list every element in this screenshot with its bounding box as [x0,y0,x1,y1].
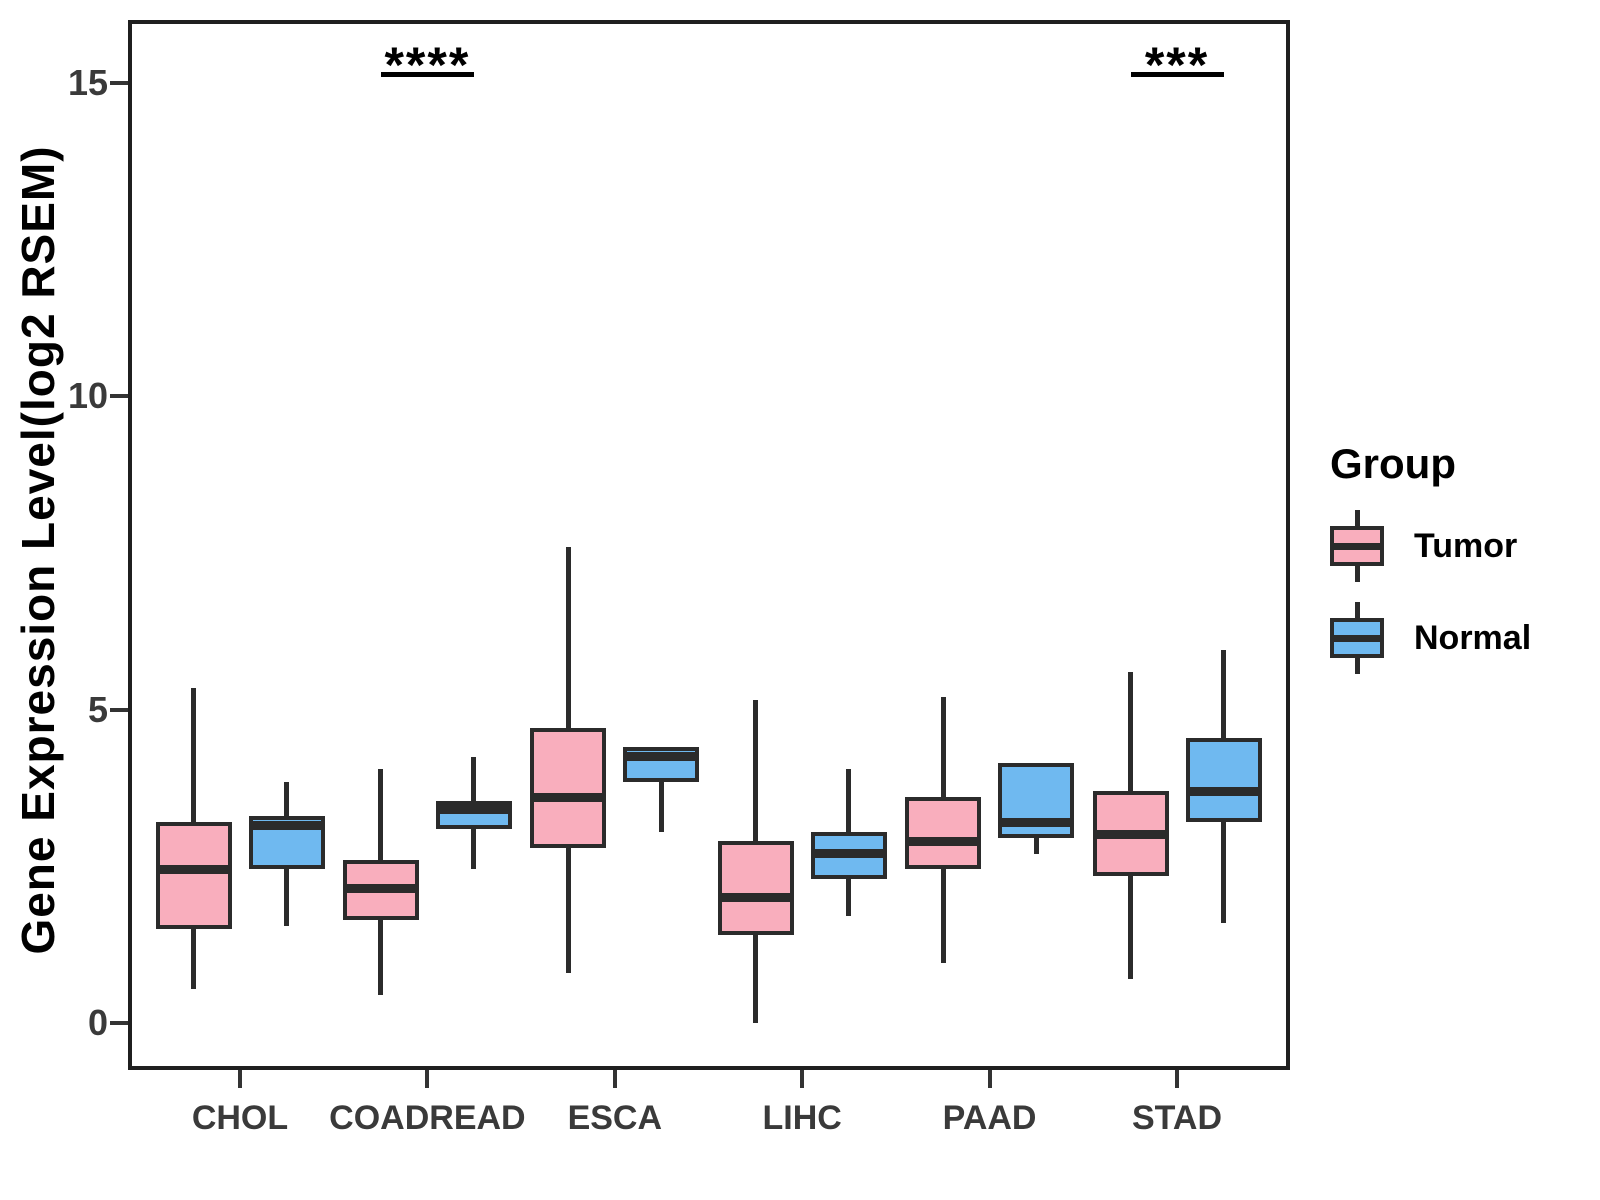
significance-label-coadread: **** [384,37,471,93]
legend-label-tumor: Tumor [1414,526,1518,565]
x-axis-tick-label: PAAD [942,1099,1037,1137]
boxplot-key-icon [1330,510,1384,582]
x-axis-tick-label: ESCA [567,1099,663,1137]
x-axis-tick [238,1070,242,1088]
y-axis-tick-label: 5 [87,688,108,730]
legend: Group Tumor Normal [1330,440,1590,694]
box-normal-stad [1185,737,1262,823]
median-normal-chol [248,821,325,831]
median-tumor-esca [530,792,607,802]
significance-bar-stad [1130,72,1224,77]
x-axis-tick-label: STAD [1131,1099,1223,1137]
boxplot-key-icon [1330,602,1384,674]
x-axis-tick [425,1070,430,1088]
legend-entry-normal: Normal [1330,602,1590,674]
y-axis-tick [110,707,128,712]
y-axis-tick-label: 10 [67,375,108,417]
median-tumor-chol [155,864,232,874]
box-tumor-esca [530,728,607,848]
x-axis-tick-label: COADREAD [329,1099,526,1137]
median-tumor-stad [1092,830,1169,840]
y-axis-tick-label: 15 [67,61,108,103]
legend-entry-tumor: Tumor [1330,510,1590,582]
median-normal-esca [623,752,700,762]
whisker-normal-esca [658,747,664,832]
y-axis-tick [110,1021,128,1025]
box-tumor-paad [905,797,982,870]
box-tumor-lihc [717,841,794,936]
y-axis-tick [110,394,128,399]
significance-bar-coadread [380,72,474,77]
plot-panel [128,20,1290,1070]
y-axis-tick [110,80,128,85]
y-axis-tick-label: 0 [87,1002,108,1043]
x-axis-tick-label: LIHC [762,1099,842,1137]
x-axis-tick [800,1070,805,1088]
median-normal-stad [1185,786,1262,796]
x-axis-tick [987,1070,992,1088]
box-tumor-chol [155,822,232,929]
x-axis-tick [1175,1070,1179,1088]
median-tumor-coadread [342,883,419,893]
x-axis-tick [612,1070,617,1088]
box-normal-coadread [435,800,512,829]
median-tumor-lihc [717,893,794,903]
median-normal-lihc [810,849,887,859]
y-axis-title: Gene Expression Level(log2 RSEM) [12,145,64,955]
median-normal-paad [998,817,1075,827]
median-tumor-paad [905,836,982,846]
legend-label-normal: Normal [1414,618,1532,657]
legend-title: Group [1330,440,1456,487]
median-normal-coadread [435,805,512,815]
significance-label-stad: *** [1144,37,1210,93]
x-axis-tick-label: CHOL [191,1099,289,1137]
